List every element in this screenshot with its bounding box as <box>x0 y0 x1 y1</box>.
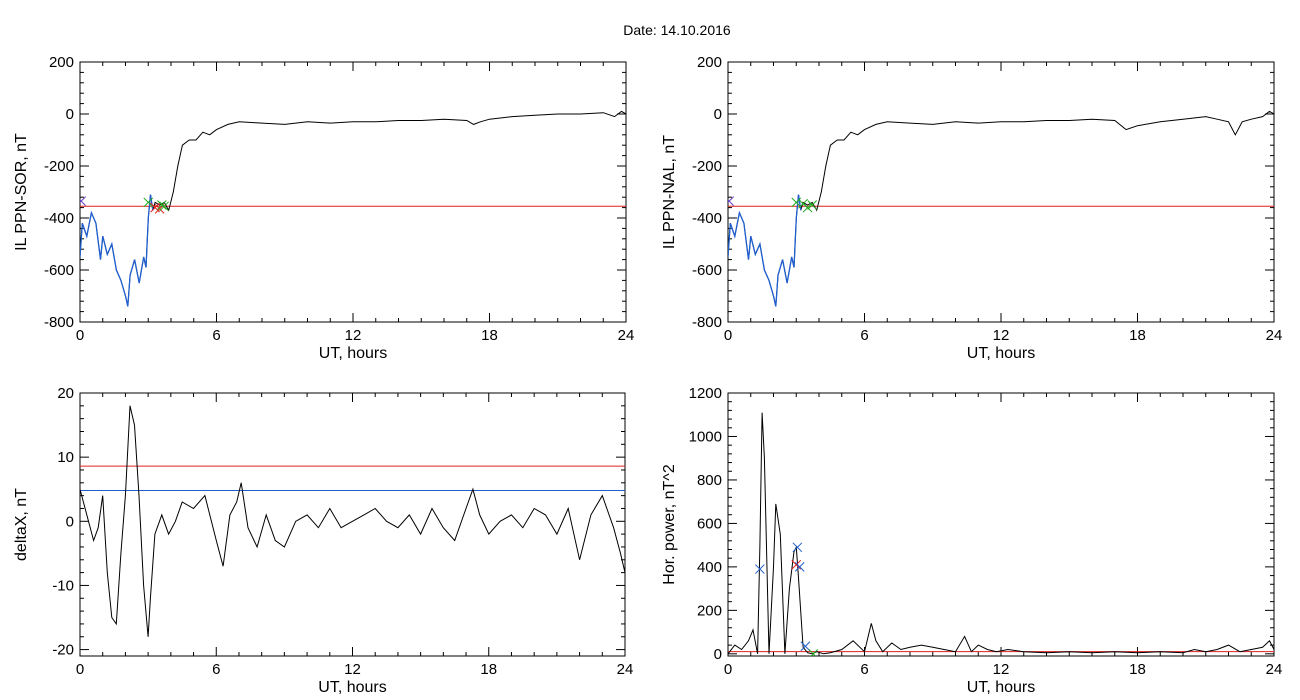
y-tick-label: 200 <box>697 54 722 71</box>
cross-marker <box>808 648 819 656</box>
series-highlight <box>728 194 802 307</box>
x-axis-label: UT, hours <box>967 679 1035 696</box>
cross-marker <box>800 641 811 652</box>
y-tick-label: -200 <box>44 158 74 175</box>
y-tick-label: 200 <box>697 602 722 619</box>
cross-marker <box>159 201 170 212</box>
x-tick-label: 12 <box>993 327 1010 344</box>
x-axis-label: UT, hours <box>319 345 387 362</box>
x-tick-label: 0 <box>76 661 84 678</box>
x-tick-label: 18 <box>481 327 498 344</box>
plot-area <box>80 110 626 307</box>
y-tick-label: -400 <box>692 210 722 227</box>
plot-frame <box>727 61 1275 323</box>
x-tick-label: 0 <box>76 327 84 344</box>
x-tick-label: 18 <box>480 661 497 678</box>
panel-il_sor: 0 6 12 18 24 -800 -600 -400 -200 0 200 UT, hours IL … <box>13 54 634 362</box>
y-tick-label: 0 <box>66 106 74 123</box>
y-tick-label: 200 <box>49 54 74 71</box>
cross-marker <box>792 542 803 553</box>
x-tick-label: 0 <box>724 661 732 678</box>
x-tick-label: 24 <box>1266 661 1283 678</box>
y-tick-label: 0 <box>714 646 722 663</box>
series-line <box>728 110 1274 307</box>
x-tick-label: 6 <box>212 327 220 344</box>
x-tick-label: 6 <box>860 661 868 678</box>
series-highlight <box>80 194 154 307</box>
cross-marker <box>791 559 802 570</box>
x-tick-label: 18 <box>1129 661 1146 678</box>
y-tick-label: 20 <box>57 385 74 402</box>
x-tick-label: 6 <box>212 661 220 678</box>
plot-frame <box>79 392 626 657</box>
x-tick-label: 0 <box>724 327 732 344</box>
cross-marker <box>157 200 167 210</box>
y-tick-label: -600 <box>44 262 74 279</box>
cross-marker <box>807 200 818 210</box>
y-axis-label: Hor. power, nT^2 <box>661 464 678 585</box>
x-tick-label: 12 <box>345 327 362 344</box>
cross-marker <box>794 562 805 572</box>
figure-title: Date: 14.10.2016 <box>623 22 731 38</box>
x-axis-label: UT, hours <box>318 679 386 696</box>
y-tick-label: -600 <box>692 262 722 279</box>
cross-marker <box>143 197 154 208</box>
x-axis-label: UT, hours <box>967 345 1035 362</box>
y-tick-label: -400 <box>44 210 74 227</box>
y-axis-label: deltaX, nT <box>13 488 30 561</box>
y-tick-label: -200 <box>692 158 722 175</box>
series-line <box>728 412 1274 655</box>
x-tick-label: 24 <box>617 661 634 678</box>
series-line <box>80 405 625 637</box>
plot-area <box>80 405 625 637</box>
x-tick-label: 18 <box>1129 327 1146 344</box>
y-tick-label: 600 <box>697 515 722 532</box>
y-tick-label: -10 <box>52 577 74 594</box>
x-tick-label: 6 <box>860 327 868 344</box>
cross-marker <box>728 196 734 206</box>
y-tick-label: 1200 <box>689 385 722 402</box>
y-tick-label: 800 <box>697 472 722 489</box>
y-tick-label: 400 <box>697 559 722 576</box>
y-tick-label: -800 <box>44 314 74 331</box>
x-tick-label: 24 <box>618 327 635 344</box>
y-tick-label: -20 <box>52 642 74 659</box>
plot-frame <box>727 392 1275 657</box>
y-tick-label: 0 <box>714 106 722 123</box>
y-axis-label: IL PPN-SOR, nT <box>13 133 30 251</box>
y-tick-label: -800 <box>692 314 722 331</box>
cross-marker <box>802 202 813 213</box>
cross-marker <box>754 564 765 574</box>
y-tick-label: 1000 <box>689 428 722 445</box>
plot-area <box>728 110 1274 307</box>
plot-area <box>728 412 1274 656</box>
y-axis-label: IL PPN-NAL, nT <box>661 135 678 249</box>
panel-il_nal: 0 6 12 18 24 -800 -600 -400 -200 0 200 UT, hours IL … <box>661 54 1282 362</box>
panel-hor_power: 0 6 12 18 24 0 200 400 600 800 1000 1200 UT, hours Ho… <box>661 385 1282 696</box>
x-tick-label: 12 <box>993 661 1010 678</box>
plot-frame <box>79 61 627 323</box>
y-tick-label: 10 <box>57 449 74 466</box>
x-tick-label: 12 <box>344 661 361 678</box>
y-tick-label: 0 <box>66 513 74 530</box>
x-tick-label: 24 <box>1266 327 1283 344</box>
cross-marker <box>80 196 86 206</box>
panel-deltax: 0 6 12 18 24 -20 -10 0 10 20 UT, hours deltaX, nT <box>13 385 633 696</box>
